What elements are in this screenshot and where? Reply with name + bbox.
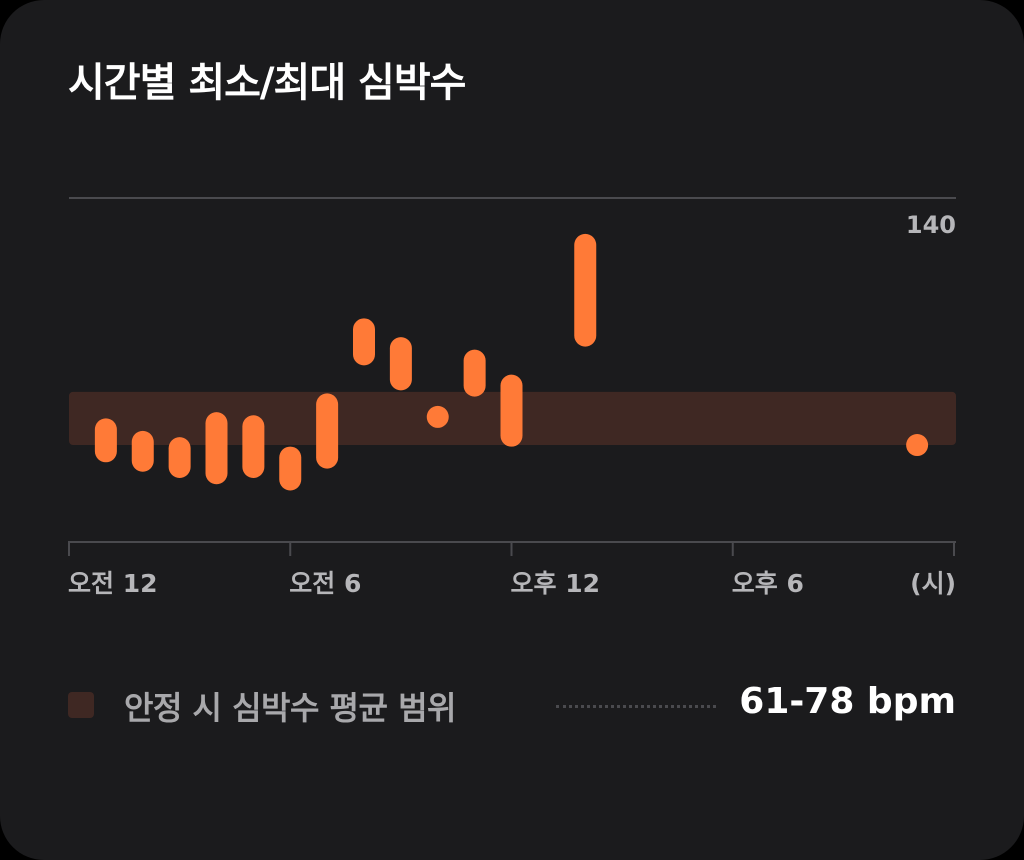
chart-title: 시간별 최소/최대 심박수 [68,60,466,106]
heart-rate-range-bar [94,418,117,463]
x-tick-label: 오후 6 [732,569,804,598]
legend-dotted-leader [556,705,716,708]
heart-rate-range-bar [353,318,375,366]
heart-rate-range-bar [574,233,597,347]
y-max-label: 140 [906,211,956,239]
resting-range-swatch [68,692,94,718]
x-tick-label: 오전 12 [68,569,158,598]
heart-rate-range-bar [168,437,191,478]
heart-rate-range-bar [279,446,302,491]
heart-rate-range-bar [906,434,929,457]
heart-rate-range-bar [500,374,523,447]
heart-rate-range-bar [316,393,339,469]
heart-rate-range-bar [205,412,228,485]
heart-rate-range-bar [426,405,449,428]
x-tick-label: 오전 6 [289,569,361,598]
legend: 안정 시 심박수 평균 범위 61-78 bpm [68,680,956,730]
heart-rate-range-bar [389,337,412,391]
x-tick-label: 오후 12 [511,569,601,598]
heart-rate-range-bar [463,349,486,397]
heart-rate-range-bar [242,415,265,478]
x-unit-label: (시) [910,569,956,598]
legend-value: 61-78 bpm [739,681,956,722]
heart-rate-range-bar [131,430,154,472]
heart-rate-chart: 140 오전 12 오전 6 오후 12 오후 6 (시) [68,197,956,598]
legend-label: 안정 시 심박수 평균 범위 [124,689,456,727]
